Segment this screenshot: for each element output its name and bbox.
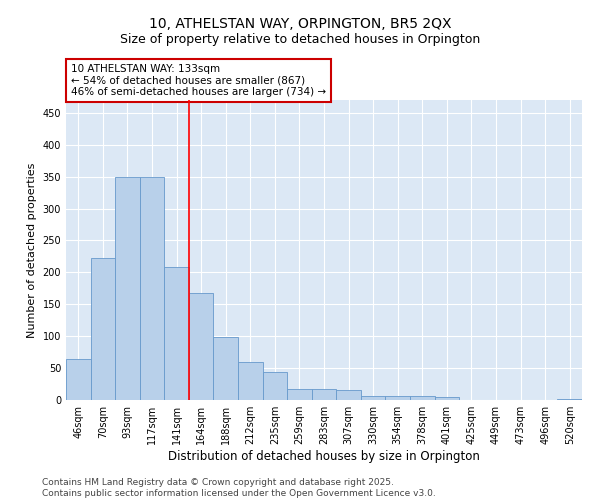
Bar bbox=[263, 372, 287, 400]
Bar bbox=[164, 267, 189, 400]
Bar bbox=[336, 390, 361, 400]
Bar bbox=[140, 176, 164, 400]
Bar bbox=[115, 176, 140, 400]
Bar bbox=[214, 338, 238, 400]
Bar bbox=[385, 396, 410, 400]
Bar bbox=[312, 389, 336, 400]
Text: 10 ATHELSTAN WAY: 133sqm
← 54% of detached houses are smaller (867)
46% of semi-: 10 ATHELSTAN WAY: 133sqm ← 54% of detach… bbox=[71, 64, 326, 97]
Bar bbox=[66, 358, 91, 400]
Bar bbox=[434, 398, 459, 400]
Bar bbox=[91, 258, 115, 400]
Bar bbox=[410, 396, 434, 400]
Text: Contains HM Land Registry data © Crown copyright and database right 2025.
Contai: Contains HM Land Registry data © Crown c… bbox=[42, 478, 436, 498]
Bar bbox=[287, 388, 312, 400]
Text: Size of property relative to detached houses in Orpington: Size of property relative to detached ho… bbox=[120, 32, 480, 46]
Text: 10, ATHELSTAN WAY, ORPINGTON, BR5 2QX: 10, ATHELSTAN WAY, ORPINGTON, BR5 2QX bbox=[149, 18, 451, 32]
Y-axis label: Number of detached properties: Number of detached properties bbox=[27, 162, 37, 338]
Bar bbox=[238, 362, 263, 400]
Bar bbox=[189, 293, 214, 400]
X-axis label: Distribution of detached houses by size in Orpington: Distribution of detached houses by size … bbox=[168, 450, 480, 463]
Bar bbox=[361, 396, 385, 400]
